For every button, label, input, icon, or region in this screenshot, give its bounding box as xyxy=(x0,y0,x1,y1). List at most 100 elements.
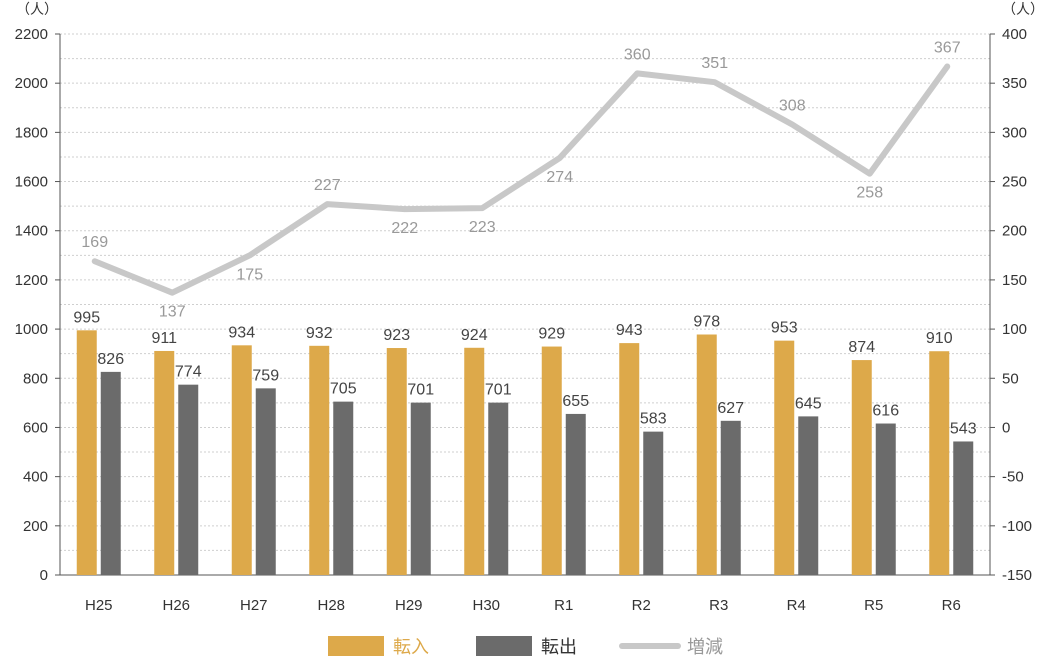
legend-label: 転入 xyxy=(393,637,429,656)
bar-value-label: 874 xyxy=(848,339,875,356)
right-tick-label: -150 xyxy=(1002,567,1032,584)
bar-value-label: 934 xyxy=(228,324,255,341)
bar-tenshutsu xyxy=(410,402,431,575)
line-value-label: 274 xyxy=(546,169,573,186)
right-tick-label: -100 xyxy=(1002,518,1032,535)
bar-value-label: 924 xyxy=(461,327,488,344)
x-tick-label: H30 xyxy=(472,597,500,614)
bar-tenshutsu xyxy=(565,413,586,575)
bar-value-label: 978 xyxy=(693,314,720,331)
bar-value-label: 655 xyxy=(562,393,589,410)
bar-tennyu xyxy=(929,351,950,575)
line-value-label: 169 xyxy=(81,234,108,251)
data-labels: 995 911 934 932 923 924 929 943 978 953 874 910 826 7… xyxy=(73,39,976,437)
right-tick-label: 350 xyxy=(1002,75,1027,92)
bar-value-label: 616 xyxy=(872,403,899,420)
bar-value-label: 911 xyxy=(151,330,177,347)
line-zougen xyxy=(91,63,951,296)
left-tick-label: 400 xyxy=(23,469,48,486)
bar-value-label: 701 xyxy=(407,382,434,399)
line-value-label: 175 xyxy=(236,266,263,283)
axes: 0200400600800100012001400160018002000220… xyxy=(15,1,1040,614)
line-value-label: 351 xyxy=(701,55,728,72)
bar-tenshutsu xyxy=(488,402,509,575)
bar-value-label: 826 xyxy=(97,351,124,368)
right-tick-label: 300 xyxy=(1002,124,1027,141)
line-value-label: 137 xyxy=(159,304,186,321)
bar-value-label: 583 xyxy=(640,411,667,428)
gridlines xyxy=(60,33,990,551)
bar-tenshutsu xyxy=(333,401,354,575)
bar-tenshutsu xyxy=(720,420,741,575)
bar-value-label: 923 xyxy=(383,327,410,344)
line-value-label: 360 xyxy=(624,46,651,63)
bar-value-label: 953 xyxy=(771,320,798,337)
bars xyxy=(76,330,974,575)
line-value-label: 258 xyxy=(856,185,883,202)
bar-tennyu xyxy=(464,347,485,575)
right-axis-unit: （人） xyxy=(1002,1,1040,17)
x-tick-label: R5 xyxy=(864,597,883,614)
left-tick-label: 2000 xyxy=(15,75,48,92)
bar-tennyu xyxy=(76,330,97,575)
right-tick-label: 100 xyxy=(1002,321,1027,338)
right-tick-label: 400 xyxy=(1002,26,1027,43)
line-value-label: 227 xyxy=(314,177,341,194)
bar-tenshutsu xyxy=(178,384,199,575)
legend-label: 増減 xyxy=(687,637,723,656)
x-tick-label: R4 xyxy=(787,597,806,614)
bar-value-label: 995 xyxy=(73,309,100,326)
left-tick-label: 1000 xyxy=(15,321,48,338)
left-tick-label: 2200 xyxy=(15,26,48,43)
bar-value-label: 627 xyxy=(717,400,744,417)
bar-value-label: 701 xyxy=(485,382,512,399)
left-tick-label: 0 xyxy=(40,567,48,584)
left-tick-label: 1400 xyxy=(15,223,48,240)
left-tick-label: 1200 xyxy=(15,272,48,289)
line-value-label: 223 xyxy=(469,219,496,236)
bar-tenshutsu xyxy=(953,441,974,575)
bar-value-label: 543 xyxy=(950,420,977,437)
bar-tennyu xyxy=(851,360,872,575)
left-tick-label: 1600 xyxy=(15,174,48,191)
x-tick-label: H25 xyxy=(85,597,113,614)
x-tick-label: R1 xyxy=(554,597,573,614)
legend: 転入 転出 増減 xyxy=(328,636,723,656)
left-tick-label: 200 xyxy=(23,518,48,535)
line-value-label: 367 xyxy=(934,39,961,56)
x-tick-label: R3 xyxy=(709,597,728,614)
bar-tenshutsu xyxy=(798,416,819,575)
right-tick-label: 50 xyxy=(1002,370,1019,387)
bar-value-label: 759 xyxy=(252,367,279,384)
x-tick-label: R2 xyxy=(632,597,651,614)
left-tick-label: 600 xyxy=(23,419,48,436)
legend-swatch xyxy=(328,636,384,656)
legend-swatch xyxy=(476,636,532,656)
bar-tennyu xyxy=(774,340,795,575)
bar-tenshutsu xyxy=(875,423,896,575)
right-tick-label: 250 xyxy=(1002,174,1027,191)
bar-tenshutsu xyxy=(643,431,664,575)
bar-tenshutsu xyxy=(100,371,121,575)
left-axis-unit: （人） xyxy=(16,1,58,17)
left-tick-label: 800 xyxy=(23,370,48,387)
bar-tennyu xyxy=(541,346,562,575)
bar-value-label: 929 xyxy=(538,326,565,343)
x-tick-label: H28 xyxy=(317,597,345,614)
legend-label: 転出 xyxy=(541,637,577,656)
right-tick-label: 0 xyxy=(1002,419,1010,436)
x-tick-label: H26 xyxy=(162,597,190,614)
left-tick-label: 1800 xyxy=(15,124,48,141)
line-value-label: 222 xyxy=(391,220,418,237)
bar-tennyu xyxy=(154,350,175,575)
right-tick-label: 150 xyxy=(1002,272,1027,289)
right-tick-label: 200 xyxy=(1002,223,1027,240)
bar-tennyu xyxy=(696,334,717,575)
x-tick-label: H27 xyxy=(240,597,268,614)
line-value-label: 308 xyxy=(779,97,806,114)
bar-value-label: 932 xyxy=(306,325,333,342)
right-tick-label: -50 xyxy=(1002,469,1024,486)
x-tick-label: H29 xyxy=(395,597,423,614)
bar-value-label: 943 xyxy=(616,322,643,339)
